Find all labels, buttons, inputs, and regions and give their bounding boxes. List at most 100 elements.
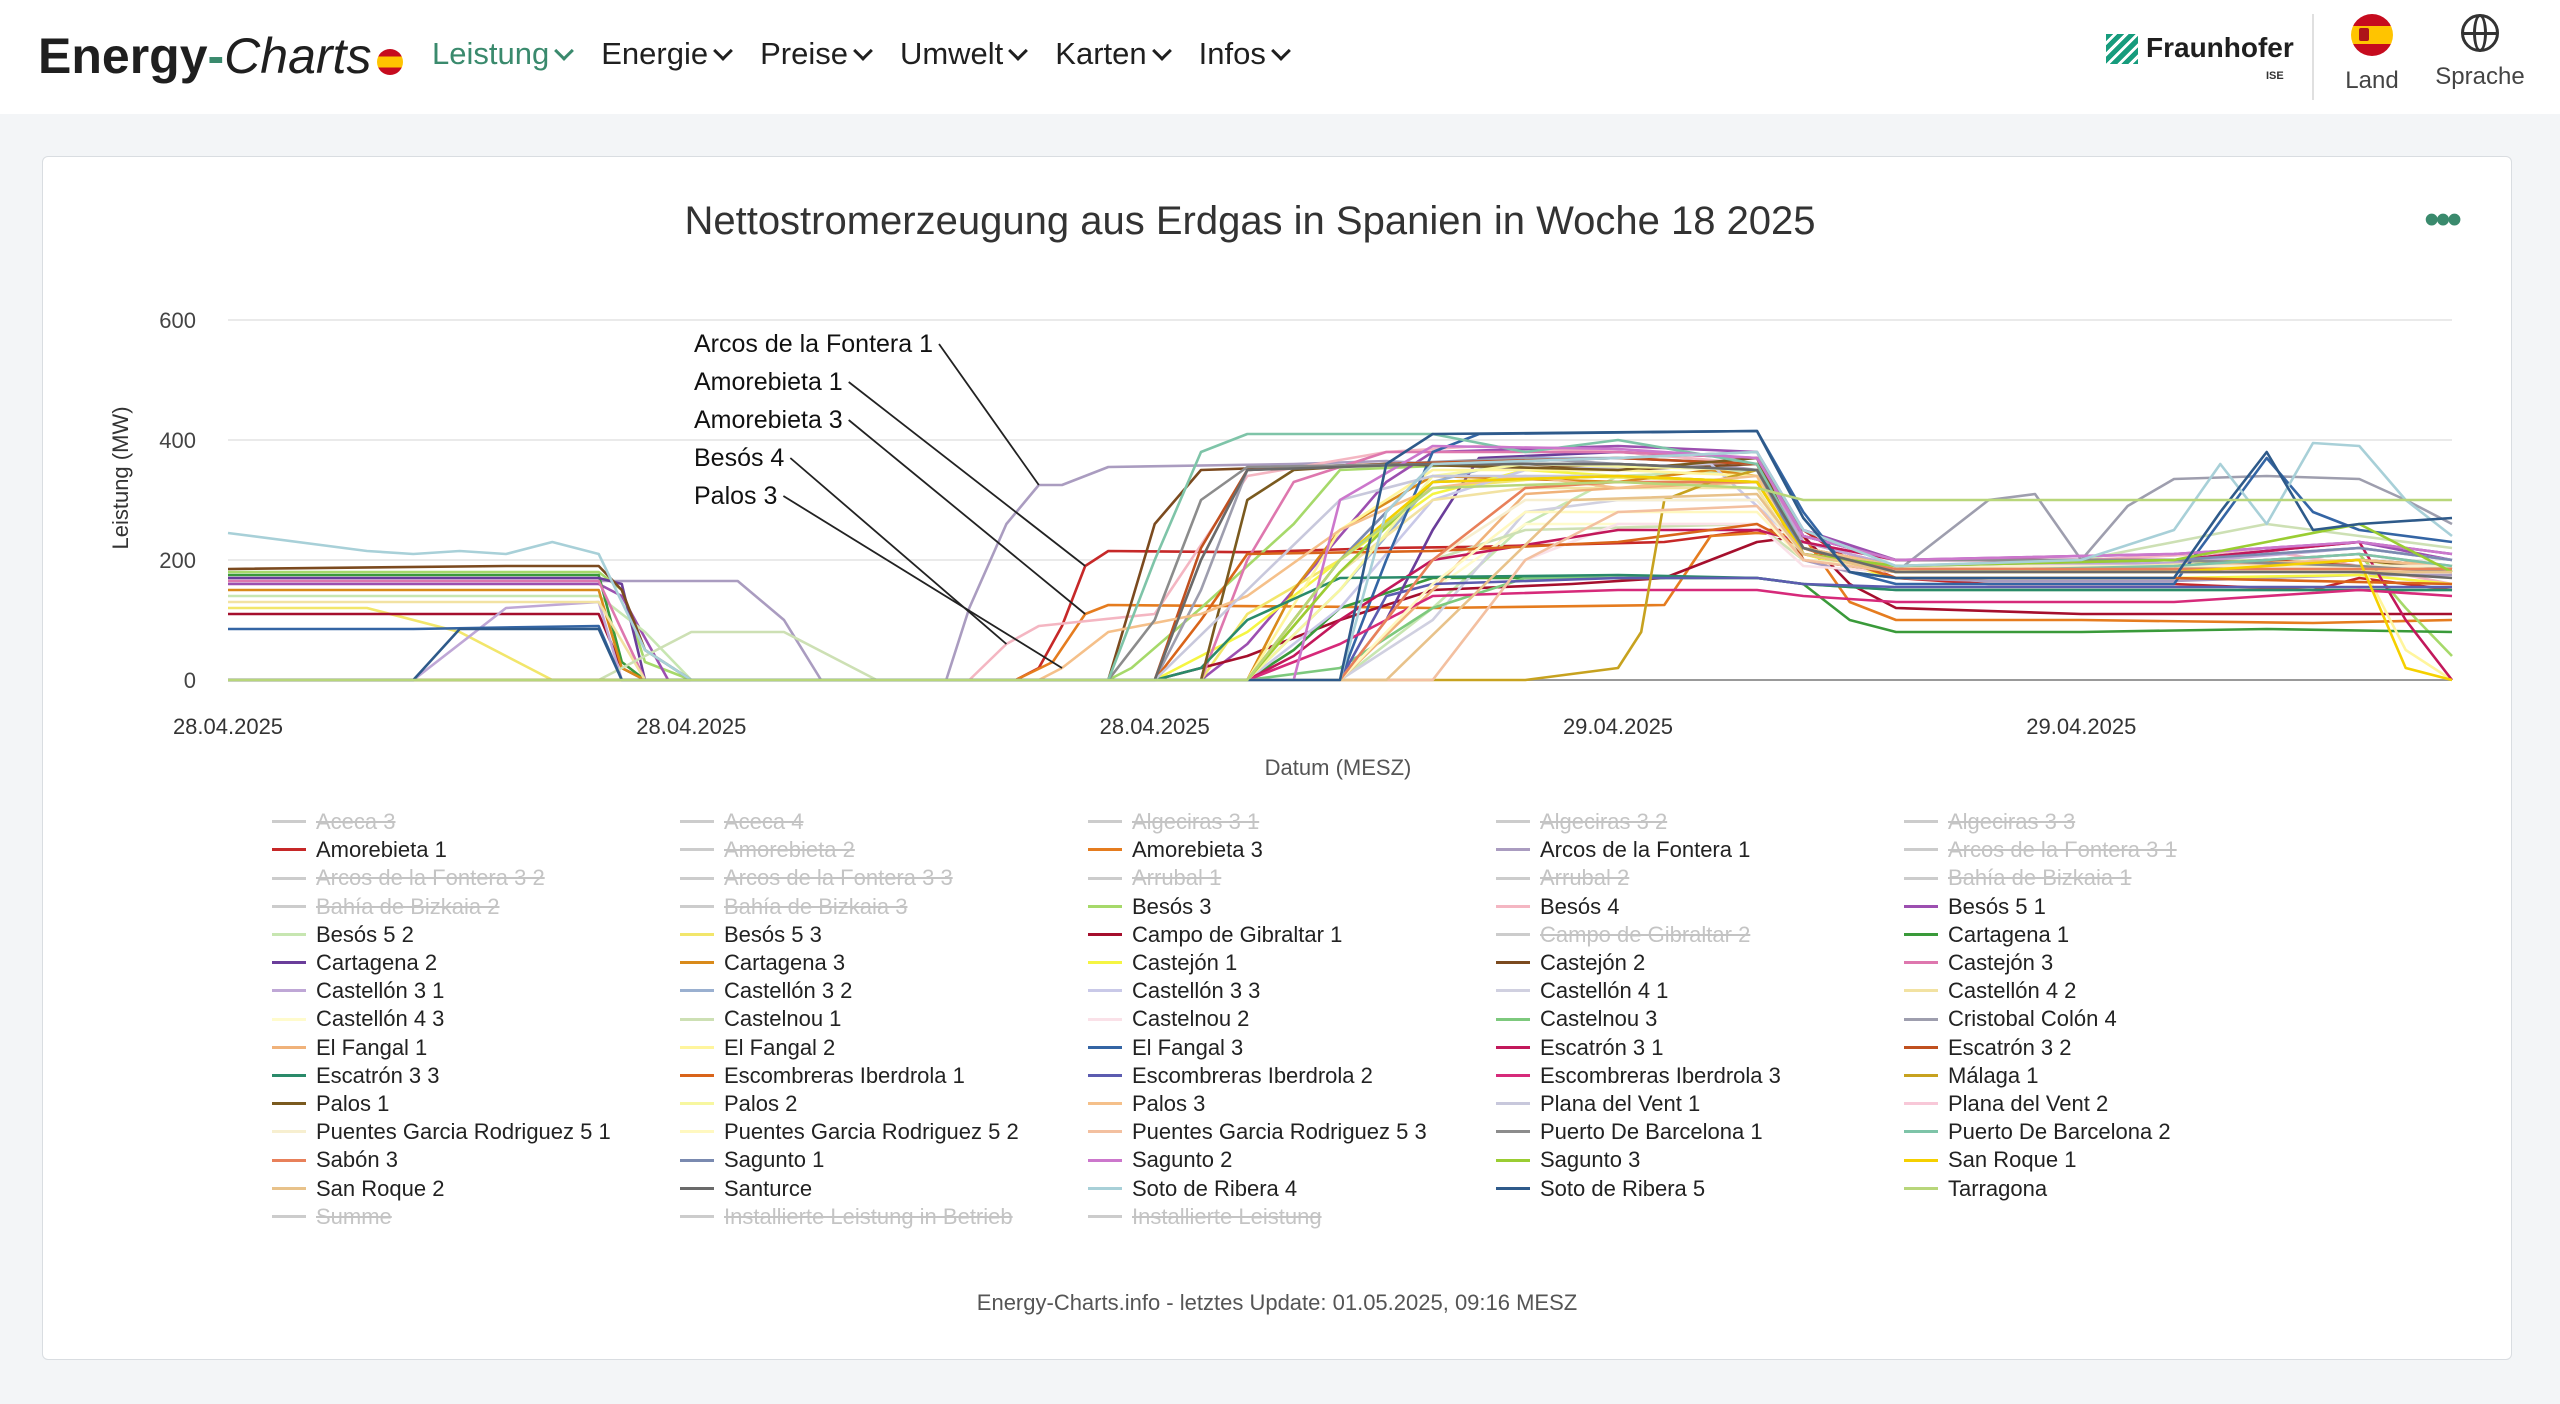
legend-item[interactable]: Palos 3 <box>1088 1090 1205 1118</box>
legend-item[interactable]: El Fangal 1 <box>272 1034 427 1062</box>
legend-item[interactable]: El Fangal 2 <box>680 1034 835 1062</box>
series-line-66[interactable] <box>228 462 2453 682</box>
legend-item[interactable]: Santurce <box>680 1175 812 1203</box>
legend-item[interactable]: Amorebieta 1 <box>272 836 447 864</box>
legend-item[interactable]: Puentes Garcia Rodriguez 5 3 <box>1088 1118 1427 1146</box>
series-line-62[interactable] <box>228 444 2453 682</box>
legend-item[interactable]: Escatrón 3 1 <box>1496 1034 1664 1062</box>
legend-item[interactable]: Amorebieta 3 <box>1088 836 1263 864</box>
legend-item[interactable]: Algeciras 3 1 <box>1088 808 1259 836</box>
legend-swatch <box>1496 904 1530 908</box>
legend-item[interactable]: Arcos de la Fontera 3 1 <box>1904 836 2177 864</box>
legend-item[interactable]: Besós 3 <box>1088 893 1212 921</box>
series-line-45[interactable] <box>228 573 2452 682</box>
legend-item[interactable]: Escombreras Iberdrola 2 <box>1088 1062 1373 1090</box>
legend-item[interactable]: Castellón 4 1 <box>1496 977 1668 1005</box>
legend-item[interactable]: Cristobal Colón 4 <box>1904 1005 2117 1033</box>
legend-item[interactable]: Sagunto 2 <box>1088 1146 1232 1174</box>
legend-item[interactable]: Besós 4 <box>1496 893 1620 921</box>
legend-item[interactable]: Puerto De Barcelona 2 <box>1904 1118 2171 1146</box>
legend-item[interactable]: Aceca 3 <box>272 808 396 836</box>
nav-energie[interactable]: Energie <box>601 30 733 78</box>
legend-item[interactable]: Arcos de la Fontera 3 3 <box>680 864 953 892</box>
legend-item[interactable]: Plana del Vent 1 <box>1496 1090 1700 1118</box>
legend-item[interactable]: Installierte Leistung <box>1088 1203 1322 1231</box>
legend-item[interactable]: Castejón 3 <box>1904 949 2053 977</box>
legend-item[interactable]: Puentes Garcia Rodriguez 5 1 <box>272 1118 611 1146</box>
nav-umwelt[interactable]: Umwelt <box>900 30 1029 78</box>
legend-item[interactable]: Cartagena 3 <box>680 949 845 977</box>
series-line-48[interactable] <box>228 588 2453 682</box>
legend-item[interactable]: Cartagena 2 <box>272 949 437 977</box>
legend-item[interactable]: Algeciras 3 3 <box>1904 808 2075 836</box>
legend-item[interactable]: Algeciras 3 2 <box>1496 808 1667 836</box>
country-selector[interactable]: Land <box>2340 14 2404 95</box>
legend-item[interactable]: Campo de Gibraltar 1 <box>1088 921 1342 949</box>
legend-item[interactable]: Castellón 3 3 <box>1088 977 1260 1005</box>
legend-item[interactable]: Castelnou 3 <box>1496 1005 1657 1033</box>
legend-item[interactable]: Soto de Ribera 4 <box>1088 1175 1297 1203</box>
legend-item[interactable]: Escatrón 3 2 <box>1904 1034 2072 1062</box>
legend-label: Installierte Leistung <box>1132 1203 1322 1229</box>
legend-item[interactable]: Aceca 4 <box>680 808 804 836</box>
legend-item[interactable]: El Fangal 3 <box>1088 1034 1243 1062</box>
nav-karten[interactable]: Karten <box>1055 30 1172 78</box>
legend-item[interactable]: Bahía de Bizkaia 3 <box>680 893 907 921</box>
legend-item[interactable]: San Roque 1 <box>1904 1146 2076 1174</box>
legend-item[interactable]: Cartagena 1 <box>1904 921 2069 949</box>
legend-item[interactable]: Plana del Vent 2 <box>1904 1090 2108 1118</box>
legend-item[interactable]: Palos 1 <box>272 1090 389 1118</box>
nav-leistung[interactable]: Leistung <box>432 30 575 78</box>
series-line-69[interactable] <box>228 480 2452 682</box>
nav-preise[interactable]: Preise <box>760 30 873 78</box>
series-line-50[interactable] <box>228 456 2453 682</box>
legend-item[interactable]: Escombreras Iberdrola 3 <box>1496 1062 1781 1090</box>
legend-item[interactable]: Puentes Garcia Rodriguez 5 2 <box>680 1118 1019 1146</box>
legend-item[interactable]: Escatrón 3 3 <box>272 1062 440 1090</box>
legend-swatch <box>1904 820 1938 824</box>
legend-item[interactable]: Bahía de Bizkaia 1 <box>1904 864 2131 892</box>
legend-item[interactable]: Soto de Ribera 5 <box>1496 1175 1705 1203</box>
legend-item[interactable]: Arrubal 2 <box>1496 864 1629 892</box>
legend-item[interactable]: Palos 2 <box>680 1090 797 1118</box>
legend-item[interactable]: Bahía de Bizkaia 2 <box>272 893 499 921</box>
legend-item[interactable]: Escombreras Iberdrola 1 <box>680 1062 965 1090</box>
legend-item[interactable]: Campo de Gibraltar 2 <box>1496 921 1750 949</box>
series-line-47[interactable] <box>228 576 2452 682</box>
nav-infos[interactable]: Infos <box>1199 30 1291 78</box>
legend-item[interactable]: Sabón 3 <box>272 1146 398 1174</box>
legend-label: Palos 1 <box>316 1091 390 1116</box>
legend-item[interactable]: Summe <box>272 1203 392 1231</box>
legend-item[interactable]: Castellón 3 1 <box>272 977 444 1005</box>
legend-item[interactable]: Besós 5 1 <box>1904 893 2046 921</box>
legend-item[interactable]: Castellón 4 3 <box>272 1005 444 1033</box>
legend-item[interactable]: Arcos de la Fontera 1 <box>1496 836 1750 864</box>
series-line-7[interactable] <box>228 531 2453 682</box>
legend-item[interactable]: Sagunto 1 <box>680 1146 824 1174</box>
brand-logo[interactable]: Energy-Charts <box>38 24 404 88</box>
legend-item[interactable]: Besós 5 3 <box>680 921 822 949</box>
legend-item[interactable]: Arrubal 1 <box>1088 864 1221 892</box>
legend-item[interactable]: Tarragona <box>1904 1175 2047 1203</box>
fraunhofer-logo[interactable]: Fraunhofer ISE <box>2106 30 2296 86</box>
series-line-67[interactable] <box>227 441 2453 682</box>
legend-swatch <box>1496 1045 1530 1049</box>
legend-item[interactable]: Amorebieta 2 <box>680 836 855 864</box>
legend-item[interactable]: Besós 5 2 <box>272 921 414 949</box>
legend-item[interactable]: Arcos de la Fontera 3 2 <box>272 864 545 892</box>
legend-item[interactable]: Castellón 4 2 <box>1904 977 2076 1005</box>
series-line-68[interactable] <box>228 429 2453 682</box>
legend-item[interactable]: Castejón 1 <box>1088 949 1237 977</box>
legend-item[interactable]: Castejón 2 <box>1496 949 1645 977</box>
legend-item[interactable]: Castelnou 2 <box>1088 1005 1249 1033</box>
language-selector[interactable]: Sprache <box>2432 14 2528 91</box>
legend-item[interactable]: Castellón 3 2 <box>680 977 852 1005</box>
legend-item[interactable]: Installierte Leistung in Betrieb <box>680 1203 1013 1231</box>
legend-swatch <box>272 932 306 936</box>
series-line-59[interactable] <box>228 432 2453 682</box>
legend-item[interactable]: San Roque 2 <box>272 1175 444 1203</box>
legend-item[interactable]: Castelnou 1 <box>680 1005 841 1033</box>
legend-item[interactable]: Málaga 1 <box>1904 1062 2039 1090</box>
legend-item[interactable]: Sagunto 3 <box>1496 1146 1640 1174</box>
legend-item[interactable]: Puerto De Barcelona 1 <box>1496 1118 1763 1146</box>
